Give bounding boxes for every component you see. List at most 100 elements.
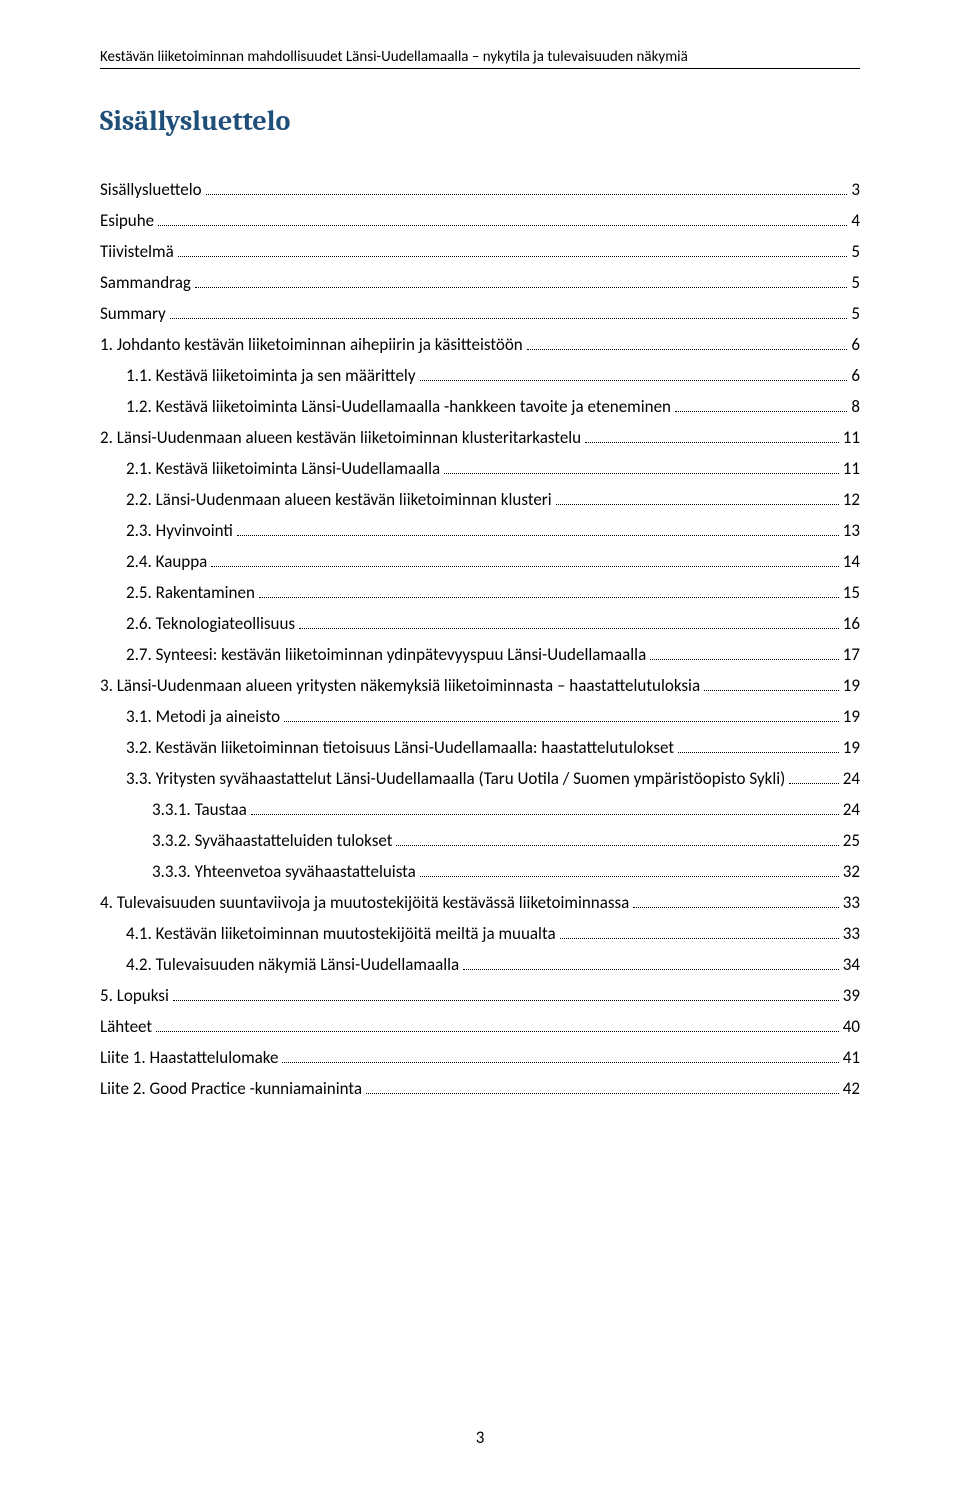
toc-row: 2. Länsi-Uudenmaan alueen kestävän liike… (100, 429, 860, 446)
toc-entry-page: 19 (843, 708, 860, 725)
toc-row: Sisällysluettelo3 (100, 181, 860, 198)
toc-row: 5. Lopuksi39 (100, 987, 860, 1004)
toc-entry-label: 3.2. Kestävän liiketoiminnan tietoisuus … (126, 739, 674, 756)
toc-leader-dots (396, 844, 838, 846)
toc-entry-page: 16 (843, 615, 860, 632)
toc-entry-page: 34 (843, 956, 860, 973)
toc-row: 4.2. Tulevaisuuden näkymiä Länsi-Uudella… (100, 956, 860, 973)
toc-leader-dots (251, 813, 839, 815)
toc-leader-dots (195, 286, 848, 288)
toc-leader-dots (704, 689, 839, 691)
toc-leader-dots (420, 875, 839, 877)
toc-entry-page: 24 (843, 770, 860, 787)
toc-entry-label: 3.3. Yritysten syvähaastattelut Länsi-Uu… (126, 770, 785, 787)
toc-row: Liite 2. Good Practice -kunniamaininta42 (100, 1080, 860, 1097)
toc-row: Lähteet 40 (100, 1018, 860, 1035)
toc-leader-dots (299, 627, 839, 629)
toc-leader-dots (237, 534, 839, 536)
toc-row: 2.4. Kauppa14 (100, 553, 860, 570)
toc-entry-page: 5 (851, 305, 860, 322)
toc-entry-page: 19 (843, 677, 860, 694)
toc-row: 3.3.1. Taustaa 24 (100, 801, 860, 818)
toc-entry-page: 39 (843, 987, 860, 1004)
toc-leader-dots (206, 193, 848, 195)
toc-leader-dots (585, 441, 839, 443)
toc-entry-page: 6 (851, 367, 860, 384)
toc-leader-dots (284, 720, 839, 722)
toc-row: Tiivistelmä 5 (100, 243, 860, 260)
toc-entry-label: 4.1. Kestävän liiketoiminnan muutostekij… (126, 925, 556, 942)
toc-entry-label: 2.7. Synteesi: kestävän liiketoiminnan y… (126, 646, 646, 663)
toc-entry-page: 8 (851, 398, 860, 415)
toc-row: 3.3.2. Syvähaastatteluiden tulokset25 (100, 832, 860, 849)
toc-leader-dots (420, 379, 848, 381)
toc-entry-label: 1.1. Kestävä liiketoiminta ja sen määrit… (126, 367, 416, 384)
toc-row: 1.2. Kestävä liiketoiminta Länsi-Uudella… (100, 398, 860, 415)
toc-entry-page: 19 (843, 739, 860, 756)
toc-row: 3.2. Kestävän liiketoiminnan tietoisuus … (100, 739, 860, 756)
toc-leader-dots (170, 317, 848, 319)
toc-entry-label: 2. Länsi-Uudenmaan alueen kestävän liike… (100, 429, 581, 446)
toc-row: 2.1. Kestävä liiketoiminta Länsi-Uudella… (100, 460, 860, 477)
toc-entry-page: 40 (843, 1018, 860, 1035)
toc-entry-page: 5 (851, 274, 860, 291)
toc-entry-label: Lähteet (100, 1018, 152, 1035)
toc-leader-dots (444, 472, 839, 474)
toc-leader-dots (282, 1061, 838, 1063)
toc-row: 1. Johdanto kestävän liiketoiminnan aihe… (100, 336, 860, 353)
toc-row: 3. Länsi-Uudenmaan alueen yritysten näke… (100, 677, 860, 694)
toc-entry-page: 12 (843, 491, 860, 508)
toc-entry-page: 42 (843, 1080, 860, 1097)
toc-row: 2.7. Synteesi: kestävän liiketoiminnan y… (100, 646, 860, 663)
toc-entry-page: 4 (851, 212, 860, 229)
toc-row: 3.3.3. Yhteenvetoa syvähaastatteluista 32 (100, 863, 860, 880)
toc-entry-label: 1. Johdanto kestävän liiketoiminnan aihe… (100, 336, 523, 353)
page-title: Sisällysluettelo (100, 105, 860, 137)
toc-entry-label: 3.3.3. Yhteenvetoa syvähaastatteluista (152, 863, 416, 880)
toc-entry-page: 11 (843, 429, 860, 446)
toc-leader-dots (173, 999, 839, 1001)
running-header: Kestävän liiketoiminnan mahdollisuudet L… (100, 48, 860, 69)
toc-row: Liite 1. Haastattelulomake41 (100, 1049, 860, 1066)
page-number-footer: 3 (0, 1427, 960, 1448)
toc-entry-page: 11 (843, 460, 860, 477)
toc-entry-label: 3.3.1. Taustaa (152, 801, 247, 818)
toc-entry-page: 24 (843, 801, 860, 818)
toc-entry-label: 2.2. Länsi-Uudenmaan alueen kestävän lii… (126, 491, 552, 508)
toc-leader-dots (789, 782, 838, 784)
toc-row: Summary 5 (100, 305, 860, 322)
toc-leader-dots (650, 658, 839, 660)
toc-row: 2.2. Länsi-Uudenmaan alueen kestävän lii… (100, 491, 860, 508)
toc-entry-label: 4.2. Tulevaisuuden näkymiä Länsi-Uudella… (126, 956, 459, 973)
toc-entry-label: 1.2. Kestävä liiketoiminta Länsi-Uudella… (126, 398, 671, 415)
toc-entry-page: 32 (843, 863, 860, 880)
toc-entry-page: 33 (843, 925, 860, 942)
toc-leader-dots (178, 255, 848, 257)
toc-row: 4.1. Kestävän liiketoiminnan muutostekij… (100, 925, 860, 942)
toc-entry-label: 2.5. Rakentaminen (126, 584, 255, 601)
toc-leader-dots (158, 224, 847, 226)
toc-entry-label: 4. Tulevaisuuden suuntaviivoja ja muutos… (100, 894, 629, 911)
toc-row: 4. Tulevaisuuden suuntaviivoja ja muutos… (100, 894, 860, 911)
toc-entry-label: Tiivistelmä (100, 243, 174, 260)
toc-entry-page: 5 (851, 243, 860, 260)
toc-leader-dots (675, 410, 847, 412)
toc-leader-dots (366, 1092, 839, 1094)
toc-leader-dots (259, 596, 839, 598)
toc-entry-label: Liite 1. Haastattelulomake (100, 1049, 278, 1066)
toc-leader-dots (156, 1030, 839, 1032)
toc-entry-label: Sammandrag (100, 274, 191, 291)
toc-leader-dots (211, 565, 838, 567)
toc-entry-label: Summary (100, 305, 166, 322)
toc-entry-label: 3.1. Metodi ja aineisto (126, 708, 280, 725)
toc-entry-page: 6 (851, 336, 860, 353)
toc-row: 1.1. Kestävä liiketoiminta ja sen määrit… (100, 367, 860, 384)
toc-row: 3.3. Yritysten syvähaastattelut Länsi-Uu… (100, 770, 860, 787)
toc-entry-label: 2.1. Kestävä liiketoiminta Länsi-Uudella… (126, 460, 440, 477)
toc-row: 3.1. Metodi ja aineisto 19 (100, 708, 860, 725)
toc-entry-page: 3 (851, 181, 860, 198)
toc-row: 2.6. Teknologiateollisuus16 (100, 615, 860, 632)
toc-entry-label: 3. Länsi-Uudenmaan alueen yritysten näke… (100, 677, 700, 694)
toc-leader-dots (463, 968, 839, 970)
toc-row: 2.5. Rakentaminen15 (100, 584, 860, 601)
